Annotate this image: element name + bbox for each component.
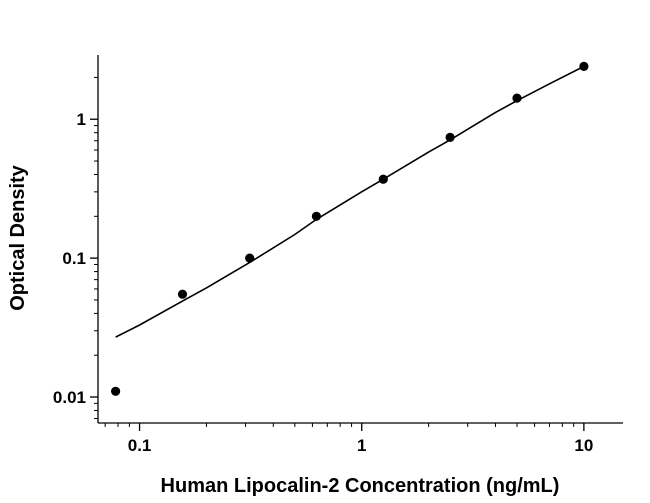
x-tick-label: 1 bbox=[357, 436, 366, 455]
y-axis-title: Optical Density bbox=[7, 164, 29, 310]
data-points-layer bbox=[111, 61, 589, 396]
y-tick-label: 0.1 bbox=[62, 249, 86, 268]
plot-area bbox=[111, 61, 589, 396]
x-axis-title: Human Lipocalin-2 Concentration (ng/mL) bbox=[161, 475, 560, 497]
x-axis: 0.1 1 10 bbox=[98, 422, 623, 455]
y-tick-label: 1 bbox=[77, 110, 86, 129]
data-point bbox=[445, 132, 455, 142]
data-point bbox=[512, 93, 522, 103]
fit-curve bbox=[115, 65, 585, 338]
data-point bbox=[579, 61, 589, 71]
data-point bbox=[378, 174, 388, 184]
x-tick-label: 0.1 bbox=[128, 436, 152, 455]
data-point bbox=[245, 253, 255, 263]
y-tick-label: 0.01 bbox=[53, 388, 86, 407]
x-tick-label: 10 bbox=[574, 436, 593, 455]
data-point bbox=[111, 386, 121, 396]
fit-curve-layer bbox=[115, 65, 585, 338]
x-axis-ticks: 0.1 1 10 bbox=[104, 423, 593, 455]
y-axis: 0.01 0.1 1 bbox=[53, 55, 99, 423]
data-point bbox=[311, 211, 321, 221]
y-axis-ticks: 0.01 0.1 1 bbox=[53, 76, 98, 420]
data-point bbox=[177, 289, 188, 299]
